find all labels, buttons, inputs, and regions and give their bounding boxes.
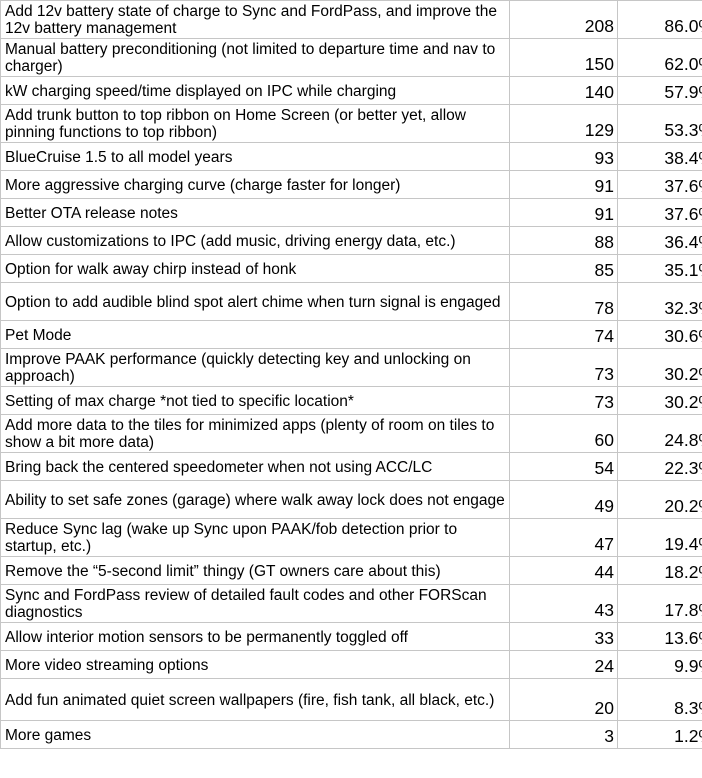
votes-cell: 88 xyxy=(509,226,618,255)
percent-cell: 57.9% xyxy=(617,76,702,105)
table-row: Reduce Sync lag (wake up Sync upon PAAK/… xyxy=(0,518,702,557)
votes-cell: 78 xyxy=(509,282,618,321)
percent-cell: 38.4% xyxy=(617,142,702,171)
table-row: Allow interior motion sensors to be perm… xyxy=(0,622,702,651)
votes-cell: 150 xyxy=(509,38,618,77)
percent-cell: 9.9% xyxy=(617,650,702,679)
votes-cell: 43 xyxy=(509,584,618,623)
percent-cell: 30.2% xyxy=(617,348,702,387)
table-row: Improve PAAK performance (quickly detect… xyxy=(0,348,702,387)
feature-cell: Allow customizations to IPC (add music, … xyxy=(0,226,510,255)
percent-cell: 36.4% xyxy=(617,226,702,255)
table-row: Add more data to the tiles for minimized… xyxy=(0,414,702,453)
votes-cell: 73 xyxy=(509,386,618,415)
votes-cell: 60 xyxy=(509,414,618,453)
percent-cell: 37.6% xyxy=(617,170,702,199)
percent-cell: 32.3% xyxy=(617,282,702,321)
table-row: Add 12v battery state of charge to Sync … xyxy=(0,0,702,39)
percent-cell: 17.8% xyxy=(617,584,702,623)
votes-cell: 208 xyxy=(509,0,618,39)
votes-cell: 3 xyxy=(509,720,618,749)
feature-cell: Allow interior motion sensors to be perm… xyxy=(0,622,510,651)
feature-cell: Remove the “5-second limit” thingy (GT o… xyxy=(0,556,510,585)
table-row: Bring back the centered speedometer when… xyxy=(0,452,702,481)
feature-cell: More games xyxy=(0,720,510,749)
feature-cell: Option to add audible blind spot alert c… xyxy=(0,282,510,321)
percent-cell: 86.0% xyxy=(617,0,702,39)
feature-cell: Reduce Sync lag (wake up Sync upon PAAK/… xyxy=(0,518,510,557)
feature-cell: Ability to set safe zones (garage) where… xyxy=(0,480,510,519)
votes-cell: 91 xyxy=(509,198,618,227)
percent-cell: 8.3% xyxy=(617,678,702,721)
feature-cell: kW charging speed/time displayed on IPC … xyxy=(0,76,510,105)
table-row: Allow customizations to IPC (add music, … xyxy=(0,226,702,255)
feature-cell: Better OTA release notes xyxy=(0,198,510,227)
feature-cell: Manual battery preconditioning (not limi… xyxy=(0,38,510,77)
votes-cell: 47 xyxy=(509,518,618,557)
percent-cell: 53.3% xyxy=(617,104,702,143)
percent-cell: 13.6% xyxy=(617,622,702,651)
table-row: kW charging speed/time displayed on IPC … xyxy=(0,76,702,105)
votes-cell: 74 xyxy=(509,320,618,349)
percent-cell: 37.6% xyxy=(617,198,702,227)
feature-cell: More aggressive charging curve (charge f… xyxy=(0,170,510,199)
feature-cell: Bring back the centered speedometer when… xyxy=(0,452,510,481)
feature-cell: Setting of max charge *not tied to speci… xyxy=(0,386,510,415)
feature-request-table: Add 12v battery state of charge to Sync … xyxy=(0,0,702,749)
votes-cell: 129 xyxy=(509,104,618,143)
percent-cell: 22.3% xyxy=(617,452,702,481)
percent-cell: 20.2% xyxy=(617,480,702,519)
votes-cell: 73 xyxy=(509,348,618,387)
votes-cell: 91 xyxy=(509,170,618,199)
table-row: Sync and FordPass review of detailed fau… xyxy=(0,584,702,623)
votes-cell: 93 xyxy=(509,142,618,171)
table-row: Ability to set safe zones (garage) where… xyxy=(0,480,702,519)
table-row: Manual battery preconditioning (not limi… xyxy=(0,38,702,77)
percent-cell: 30.6% xyxy=(617,320,702,349)
percent-cell: 62.0% xyxy=(617,38,702,77)
percent-cell: 24.8% xyxy=(617,414,702,453)
feature-cell: Improve PAAK performance (quickly detect… xyxy=(0,348,510,387)
percent-cell: 19.4% xyxy=(617,518,702,557)
table-row: More aggressive charging curve (charge f… xyxy=(0,170,702,199)
votes-cell: 140 xyxy=(509,76,618,105)
table-body: Add 12v battery state of charge to Sync … xyxy=(0,0,702,749)
table-row: Add fun animated quiet screen wallpapers… xyxy=(0,678,702,721)
table-row: Option for walk away chirp instead of ho… xyxy=(0,254,702,283)
feature-cell: BlueCruise 1.5 to all model years xyxy=(0,142,510,171)
percent-cell: 1.2% xyxy=(617,720,702,749)
votes-cell: 33 xyxy=(509,622,618,651)
feature-cell: Add fun animated quiet screen wallpapers… xyxy=(0,678,510,721)
votes-cell: 44 xyxy=(509,556,618,585)
feature-cell: Add more data to the tiles for minimized… xyxy=(0,414,510,453)
votes-cell: 54 xyxy=(509,452,618,481)
votes-cell: 20 xyxy=(509,678,618,721)
feature-cell: Option for walk away chirp instead of ho… xyxy=(0,254,510,283)
table-row: Add trunk button to top ribbon on Home S… xyxy=(0,104,702,143)
feature-cell: Add 12v battery state of charge to Sync … xyxy=(0,0,510,39)
votes-cell: 49 xyxy=(509,480,618,519)
percent-cell: 18.2% xyxy=(617,556,702,585)
percent-cell: 30.2% xyxy=(617,386,702,415)
feature-cell: Sync and FordPass review of detailed fau… xyxy=(0,584,510,623)
feature-cell: Pet Mode xyxy=(0,320,510,349)
feature-cell: More video streaming options xyxy=(0,650,510,679)
feature-cell: Add trunk button to top ribbon on Home S… xyxy=(0,104,510,143)
percent-cell: 35.1% xyxy=(617,254,702,283)
table-row: Setting of max charge *not tied to speci… xyxy=(0,386,702,415)
table-row: Remove the “5-second limit” thingy (GT o… xyxy=(0,556,702,585)
table-row: Option to add audible blind spot alert c… xyxy=(0,282,702,321)
votes-cell: 85 xyxy=(509,254,618,283)
votes-cell: 24 xyxy=(509,650,618,679)
